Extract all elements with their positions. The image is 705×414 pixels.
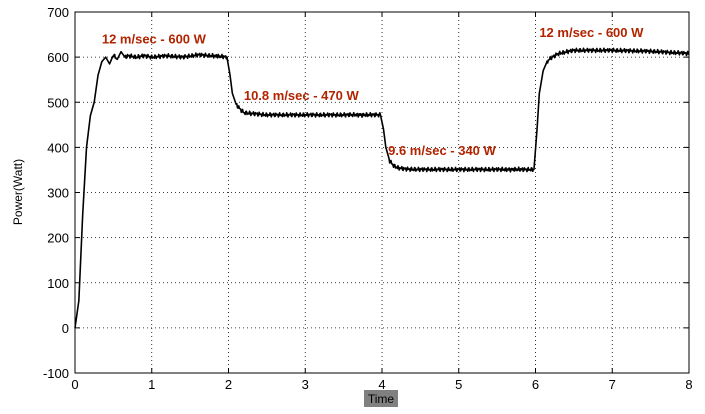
power-series-line [74, 47, 690, 328]
x-tick-label: 1 [148, 377, 155, 392]
y-tick-label: 400 [47, 140, 69, 155]
y-tick-label: 600 [47, 50, 69, 65]
x-tick-label: 0 [71, 377, 78, 392]
y-tick-label: 300 [47, 186, 69, 201]
speed-power-annotation: 12 m/sec - 600 W [539, 25, 644, 40]
y-tick-label: 0 [62, 321, 69, 336]
x-tick-label: 6 [532, 377, 539, 392]
speed-power-annotation: 9.6 m/sec - 340 W [388, 143, 496, 158]
x-tick-label: 8 [685, 377, 692, 392]
x-tick-label: 2 [225, 377, 232, 392]
series-layer [74, 47, 690, 328]
y-tick-label: -100 [43, 366, 69, 381]
x-tick-label: 5 [455, 377, 462, 392]
y-tick-label: 700 [47, 5, 69, 20]
x-tick-label: 4 [378, 377, 385, 392]
x-axis-label: Time [368, 392, 395, 406]
x-tick-label: 3 [302, 377, 309, 392]
y-tick-label: 200 [47, 231, 69, 246]
annotation-layer: 12 m/sec - 600 W 10.8 m/sec - 470 W 9.6 m/… [102, 25, 644, 158]
x-tick-label: 7 [609, 377, 616, 392]
x-axis-label-background [364, 390, 398, 407]
speed-power-annotation: 10.8 m/sec - 470 W [244, 88, 360, 103]
y-axis-label: Power(Watt) [11, 159, 25, 225]
y-tick-label: 100 [47, 276, 69, 291]
y-tick-label: 500 [47, 95, 69, 110]
speed-power-annotation: 12 m/sec - 600 W [102, 32, 207, 47]
grid-layer [75, 12, 689, 373]
